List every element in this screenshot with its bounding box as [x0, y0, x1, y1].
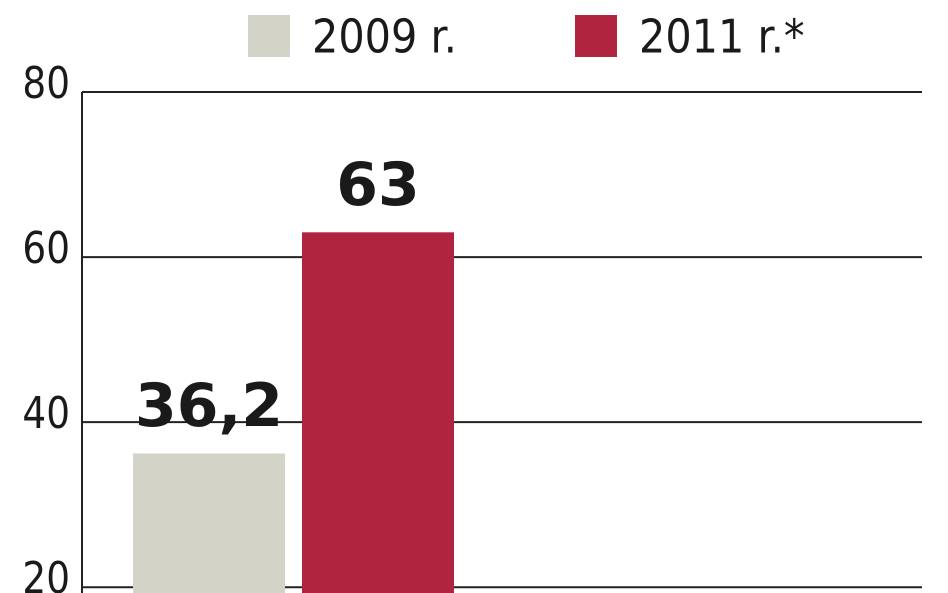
y-tick-label: 80 [22, 57, 70, 109]
data-label: 63 [336, 150, 420, 220]
legend-swatch [248, 15, 290, 57]
data-label: 36,2 [135, 371, 283, 441]
bar [133, 453, 285, 593]
y-tick-label: 60 [22, 222, 70, 274]
bar [302, 232, 454, 593]
legend-label: 2009 r. [312, 11, 457, 65]
legend-label: 2011 r.* [639, 11, 805, 65]
y-tick-label: 20 [22, 552, 70, 593]
legend-swatch [575, 15, 617, 57]
y-tick-label: 40 [22, 387, 70, 439]
